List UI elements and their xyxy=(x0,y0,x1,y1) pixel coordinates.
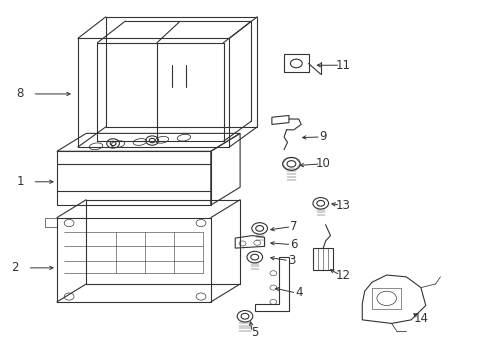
Text: 3: 3 xyxy=(288,254,295,267)
Text: 6: 6 xyxy=(290,238,297,251)
Text: 13: 13 xyxy=(335,199,350,212)
Text: 7: 7 xyxy=(290,220,297,233)
Text: 2: 2 xyxy=(12,261,19,274)
Text: 12: 12 xyxy=(335,269,350,282)
Text: 10: 10 xyxy=(316,157,331,170)
Text: 8: 8 xyxy=(17,87,24,100)
Text: 5: 5 xyxy=(251,326,258,339)
Text: 4: 4 xyxy=(295,287,302,300)
Text: 9: 9 xyxy=(319,130,327,144)
Text: 11: 11 xyxy=(335,59,350,72)
Text: 1: 1 xyxy=(17,175,24,188)
Text: 14: 14 xyxy=(414,311,428,325)
